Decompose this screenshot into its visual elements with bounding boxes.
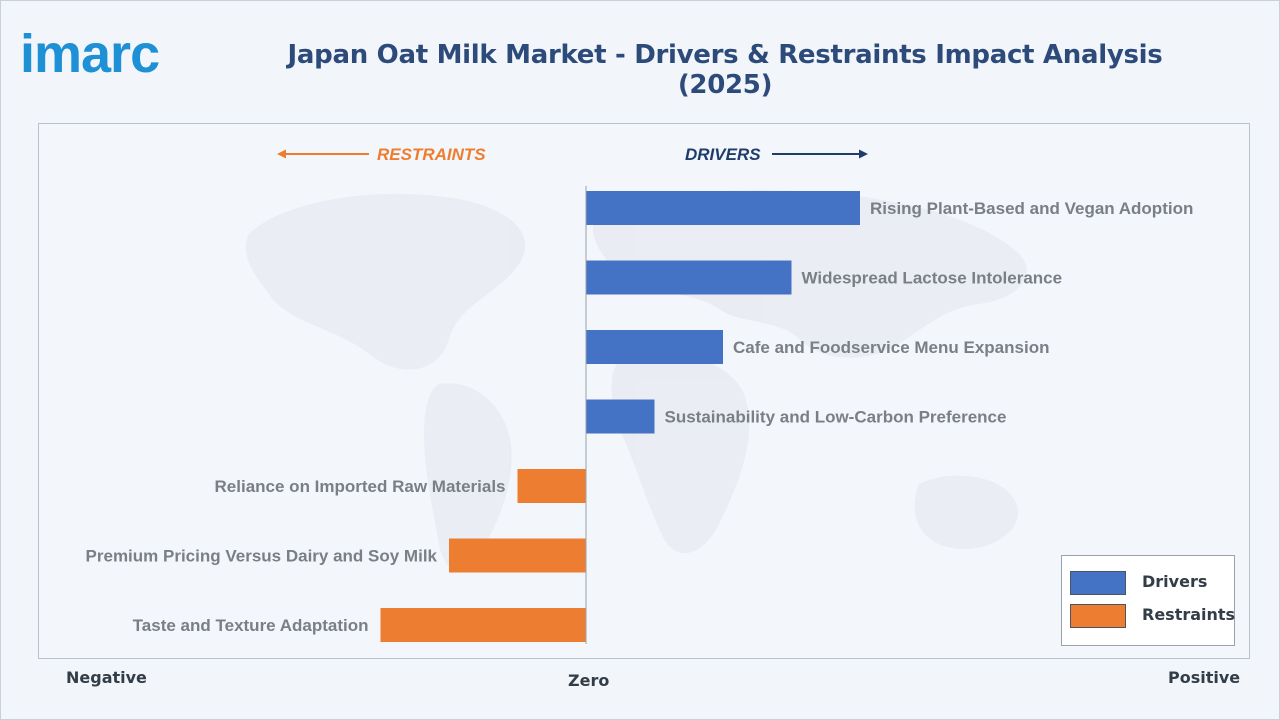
bar-label-5: Premium Pricing Versus Dairy and Soy Mil… [86, 547, 438, 566]
drivers-header: DRIVERS [685, 145, 761, 164]
bar-label-2: Cafe and Foodservice Menu Expansion [733, 338, 1049, 357]
drivers-arrow-head [859, 149, 868, 159]
driver-bar-3 [586, 399, 655, 434]
driver-bar-0 [586, 191, 860, 225]
positive-axis-label: Positive [1168, 668, 1241, 687]
bar-label-6: Taste and Texture Adaptation [133, 616, 369, 635]
legend-label-drivers: Drivers [1142, 572, 1208, 591]
restraint-bar-6 [380, 608, 586, 642]
world-map-watermark [245, 190, 1027, 571]
legend: Drivers Restraints [1061, 555, 1235, 646]
impact-chart: RESTRAINTS DRIVERS Rising Plant-Based an… [86, 145, 1193, 644]
drivers-swatch [1070, 571, 1126, 595]
restraints-swatch [1070, 604, 1126, 628]
driver-bar-2 [586, 330, 723, 364]
restraint-bar-5 [449, 538, 586, 573]
zero-axis-label: Zero [568, 671, 610, 690]
chart-direction-headers: RESTRAINTS DRIVERS [277, 145, 868, 164]
imarc-logo-text: imarc [20, 24, 159, 82]
bar-label-3: Sustainability and Low-Carbon Preference [665, 408, 1007, 427]
bar-label-1: Widespread Lactose Intolerance [802, 269, 1063, 288]
driver-bar-1 [586, 260, 792, 295]
negative-axis-label: Negative [66, 668, 147, 687]
page-title: Japan Oat Milk Market - Drivers & Restra… [287, 40, 1163, 100]
bars-layer: Rising Plant-Based and Vegan Adoption Wid… [86, 191, 1193, 642]
bar-label-0: Rising Plant-Based and Vegan Adoption [870, 199, 1193, 218]
chart-area: RESTRAINTS DRIVERS Rising Plant-Based an… [38, 123, 1250, 659]
bar-label-4: Reliance on Imported Raw Materials [215, 477, 506, 496]
restraint-bar-4 [517, 469, 586, 503]
imarc-logo: imarc [20, 24, 160, 82]
restraints-header: RESTRAINTS [377, 145, 486, 164]
legend-label-restraints: Restraints [1142, 605, 1236, 624]
restraints-arrow-head [277, 149, 286, 159]
